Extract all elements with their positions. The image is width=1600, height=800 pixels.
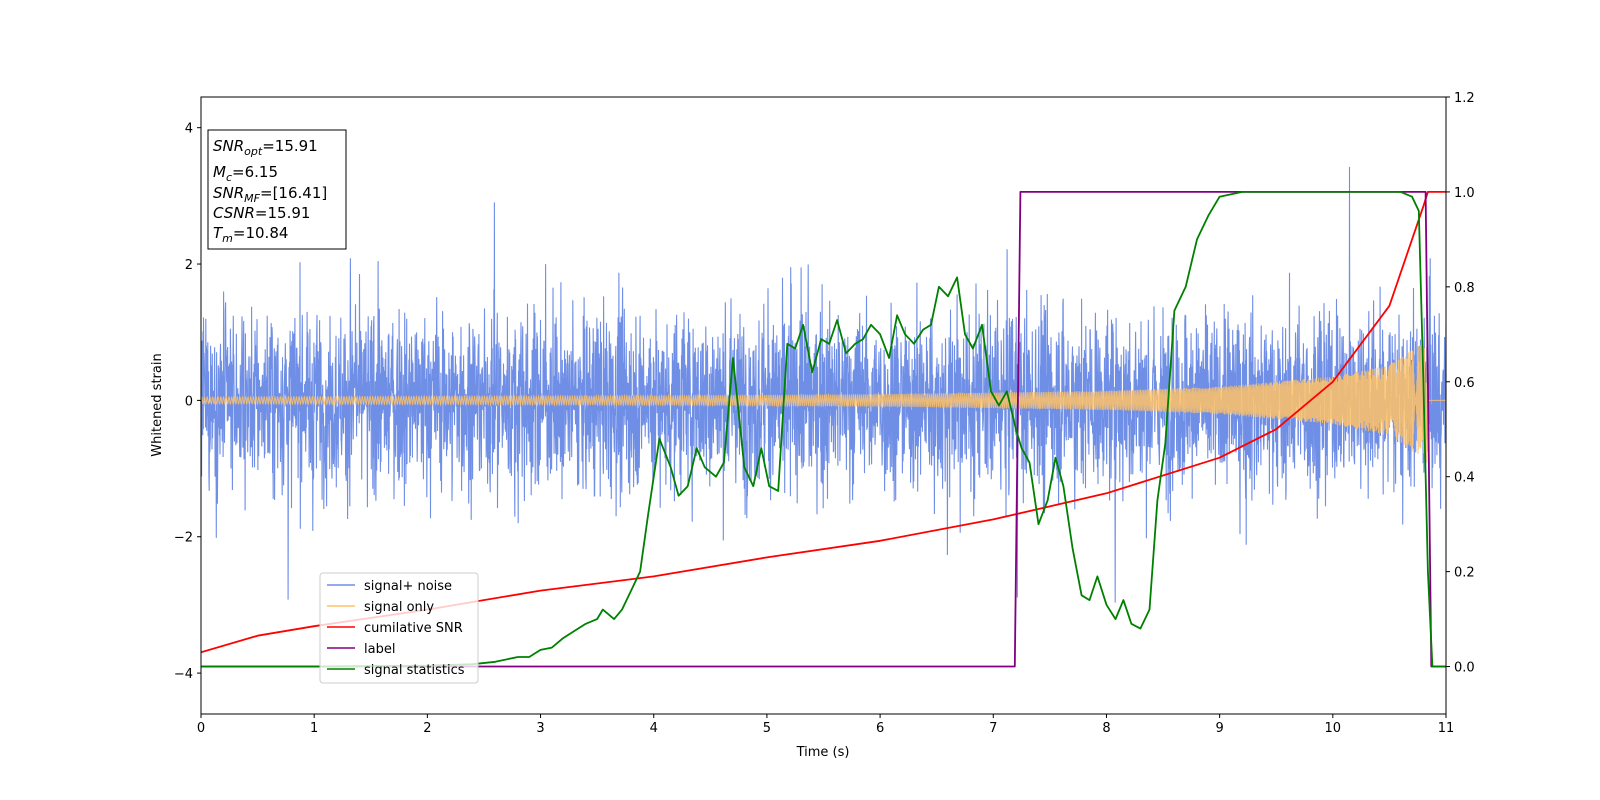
y-axis-label: Whitened strain: [150, 353, 165, 456]
series-signal-only: [201, 343, 1446, 463]
y-right-tick-label-5: 1.0: [1454, 186, 1475, 201]
x-tick-label-10: 10: [1325, 721, 1342, 736]
y-right-tick-label-4: 0.8: [1454, 281, 1475, 296]
x-tick-label-11: 11: [1438, 721, 1455, 736]
legend: signal+ noise signal only cumilative SNR…: [319, 572, 479, 684]
x-axis-label: Time (s): [796, 745, 850, 760]
x-tick-label-1: 1: [310, 721, 318, 736]
y-right-tick-label-0: 0.0: [1454, 661, 1475, 676]
y-right-tick-label-6: 1.2: [1454, 91, 1475, 106]
y-left-tick-label-4: 4: [185, 122, 193, 137]
y-right-tick-label-3: 0.6: [1454, 376, 1475, 391]
x-tick-label-0: 0: [197, 721, 205, 736]
legend-label-signal-statistics: signal statistics: [364, 663, 465, 678]
legend-frame: [319, 572, 479, 684]
stats-snr-mf: SNRMF=[16.41]: [213, 184, 327, 205]
x-tick-label-3: 3: [536, 721, 544, 736]
y-left-tick-label-1: −2: [174, 531, 193, 546]
stats-box: SNRopt=15.91 Mc=6.15 SNRMF=[16.41] CSNR=…: [207, 129, 347, 250]
y-left-tick-label-0: −4: [174, 667, 193, 682]
stats-csnr: CSNR=15.91: [213, 204, 310, 222]
stats-snr-opt: SNRopt=15.91: [213, 137, 318, 158]
x-tick-label-6: 6: [876, 721, 884, 736]
stats-tm: Tm=10.84: [213, 224, 288, 245]
x-tick-label-2: 2: [423, 721, 431, 736]
series-signal-noise: [201, 166, 1446, 603]
y-left-tick-label-2: 0: [185, 394, 193, 409]
ticks-layer: 0 1 2 3 4 5 6 7 8 9 10 11 −4 −2 0 2 4 0.0 0.2 0.4 0.6 0.8 1.0 1…: [174, 91, 1475, 736]
stats-mc: Mc=6.15: [213, 163, 278, 184]
y-right-tick-label-1: 0.2: [1454, 566, 1475, 581]
legend-label-signal-noise: signal+ noise: [364, 579, 452, 594]
legend-label-signal-only: signal only: [364, 600, 434, 615]
x-tick-label-5: 5: [763, 721, 771, 736]
y-right-tick-label-2: 0.4: [1454, 471, 1475, 486]
y-left-tick-label-3: 2: [185, 258, 193, 273]
plot-frame: [200, 96, 1447, 715]
x-tick-label-8: 8: [1102, 721, 1110, 736]
series-layer: [201, 166, 1446, 668]
series-signal-statistics: [201, 191, 1446, 668]
stats-box-frame: [207, 129, 347, 250]
x-tick-label-7: 7: [989, 721, 997, 736]
x-tick-label-9: 9: [1215, 721, 1223, 736]
x-tick-label-4: 4: [650, 721, 658, 736]
legend-label-cumulative-snr: cumilative SNR: [364, 621, 463, 636]
legend-label-label: label: [364, 642, 395, 657]
